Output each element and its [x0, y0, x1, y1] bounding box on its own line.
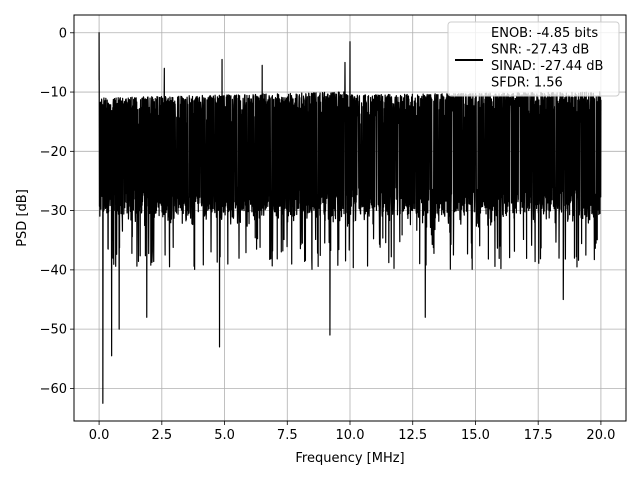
plot-area-frame: [73, 14, 627, 422]
axis-ticks: 0.0 2.5 5.0 7.5 10.0 12.5 15.0 17.5 20.0 0 −10 −20 −…: [40, 26, 616, 443]
x-tick-label: 2.5: [151, 428, 172, 443]
x-tick-label: 10.0: [336, 428, 365, 443]
legend: ENOB: -4.85 bits SNR: -27.43 dB SINAD: -…: [447, 21, 620, 97]
x-tick-label: 15.0: [461, 428, 490, 443]
psd-series-path: [98, 32, 602, 404]
x-axis-label: Frequency [MHz]: [295, 451, 404, 466]
x-tick-label: 17.5: [524, 428, 553, 443]
y-tick-label: −60: [40, 382, 67, 397]
y-tick-label: −40: [40, 263, 67, 278]
legend-box: [447, 21, 620, 97]
y-tick-label: −10: [40, 86, 67, 101]
y-tick-label: −20: [40, 145, 67, 160]
x-tick-label: 0.0: [89, 428, 110, 443]
y-tick-label: −50: [40, 323, 67, 338]
y-tick-label: 0: [59, 26, 67, 41]
x-tick-label: 12.5: [398, 428, 427, 443]
series-line: [98, 32, 602, 404]
legend-entry-snr: SNR: -27.43 dB: [491, 43, 589, 58]
y-axis-label: PSD [dB]: [15, 189, 30, 247]
x-tick-label: 7.5: [277, 428, 298, 443]
legend-entry-sfdr: SFDR: 1.56: [491, 76, 563, 91]
x-tick-label: 5.0: [214, 428, 235, 443]
legend-entry-enob: ENOB: -4.85 bits: [491, 26, 598, 41]
y-tick-label: −30: [40, 204, 67, 219]
legend-entry-sinad: SINAD: -27.44 dB: [491, 59, 603, 74]
x-tick-label: 20.0: [586, 428, 615, 443]
